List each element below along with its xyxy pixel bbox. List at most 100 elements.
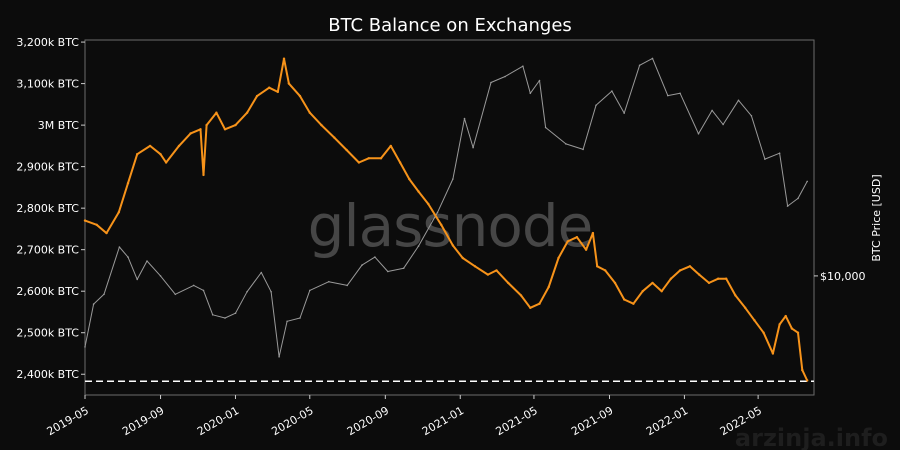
y-tick-label: 3,200k BTC bbox=[16, 36, 79, 49]
y-tick-label: 2,800k BTC bbox=[16, 202, 79, 215]
balance-point bbox=[806, 379, 809, 382]
price-point bbox=[651, 57, 654, 60]
balance-point bbox=[308, 111, 311, 114]
price-point bbox=[103, 293, 105, 296]
price-point bbox=[234, 312, 237, 315]
balance-point bbox=[451, 244, 455, 247]
x-tick-label: 2021-05 bbox=[494, 404, 540, 438]
price-point bbox=[136, 278, 138, 281]
balance-point bbox=[427, 202, 430, 206]
price-point bbox=[270, 290, 272, 293]
price-point bbox=[299, 317, 301, 319]
balance-point bbox=[771, 352, 775, 355]
balance-point bbox=[707, 281, 711, 285]
x-tick-label: 2019-09 bbox=[120, 404, 166, 438]
balance-point bbox=[651, 281, 654, 285]
price-point bbox=[361, 264, 363, 266]
price-point bbox=[127, 256, 129, 258]
balance-point bbox=[753, 319, 756, 322]
balance-point bbox=[790, 327, 794, 330]
balance-point bbox=[189, 132, 192, 135]
balance-point bbox=[148, 144, 152, 148]
price-point bbox=[667, 94, 669, 97]
price-point bbox=[638, 64, 641, 67]
y2-axis-ticks: $10,000 bbox=[814, 270, 866, 283]
price-point bbox=[722, 123, 724, 126]
balance-point bbox=[164, 161, 168, 164]
price-point bbox=[697, 133, 700, 135]
balance-point bbox=[255, 94, 259, 98]
balance-point bbox=[584, 248, 588, 251]
balance-point bbox=[678, 269, 682, 272]
x-tick-label: 2020-01 bbox=[195, 404, 241, 438]
price-point bbox=[387, 270, 389, 273]
y-tick-label: 2,600k BTC bbox=[16, 285, 79, 298]
price-point bbox=[786, 205, 789, 207]
x-tick-label: 2022-01 bbox=[644, 404, 690, 438]
price-point bbox=[529, 92, 532, 95]
price-point bbox=[278, 356, 280, 358]
balance-point bbox=[669, 277, 673, 280]
balance-point bbox=[529, 306, 532, 309]
balance-point bbox=[245, 111, 249, 114]
balance-point bbox=[575, 236, 579, 239]
price-point bbox=[538, 79, 541, 82]
balance-point bbox=[205, 123, 208, 127]
price-point bbox=[417, 245, 420, 247]
price-point bbox=[778, 152, 781, 154]
x-tick-label: 2021-01 bbox=[420, 404, 466, 438]
balance-point bbox=[320, 123, 323, 127]
x-tick-label: 2020-09 bbox=[345, 404, 391, 438]
balance-point bbox=[801, 368, 804, 372]
balance-point bbox=[717, 277, 720, 280]
balance-point bbox=[473, 265, 477, 268]
balance-point bbox=[345, 148, 348, 152]
price-point bbox=[92, 303, 95, 305]
y-axis-ticks: 2,400k BTC 2,500k BTC 2,600k BTC 2,700k BTC… bbox=[16, 36, 85, 381]
y-tick-label: 2,700k BTC bbox=[16, 244, 79, 257]
price-point bbox=[711, 109, 713, 112]
price-point bbox=[565, 143, 567, 145]
balance-point bbox=[641, 290, 644, 293]
balance-point bbox=[566, 240, 569, 243]
balance-point bbox=[495, 269, 498, 272]
price-point bbox=[118, 246, 121, 248]
balance-point bbox=[623, 298, 626, 301]
balance-point bbox=[234, 123, 237, 127]
balance-point bbox=[507, 281, 510, 285]
price-point bbox=[463, 117, 466, 120]
balance-point bbox=[440, 223, 443, 226]
balance-point bbox=[276, 90, 279, 94]
balance-point bbox=[83, 219, 87, 222]
balance-point bbox=[215, 111, 218, 114]
balance-point bbox=[268, 86, 271, 89]
balance-point bbox=[95, 223, 98, 226]
y-tick-label: 3M BTC bbox=[38, 119, 80, 132]
balance-point bbox=[784, 314, 787, 318]
x-tick-label: 2019-05 bbox=[45, 404, 91, 438]
balance-point bbox=[298, 94, 302, 98]
price-point bbox=[504, 75, 506, 78]
balance-point bbox=[389, 144, 392, 148]
y-tick-label: 2,900k BTC bbox=[16, 161, 79, 174]
price-point bbox=[797, 197, 799, 200]
x-tick-label: 2021-09 bbox=[569, 404, 615, 438]
chart-title: BTC Balance on Exchanges bbox=[328, 15, 572, 36]
balance-point bbox=[734, 294, 737, 297]
price-point bbox=[522, 65, 524, 67]
balance-point bbox=[796, 331, 800, 334]
price-point bbox=[374, 256, 376, 258]
price-point bbox=[737, 99, 740, 102]
price-point bbox=[544, 126, 547, 129]
price-series-layer bbox=[84, 57, 808, 358]
balance-point bbox=[632, 302, 635, 305]
y2-tick-label: $10,000 bbox=[820, 270, 866, 283]
watermark: glassnode bbox=[308, 192, 593, 260]
price-point bbox=[192, 284, 195, 287]
balance-point bbox=[519, 294, 523, 297]
price-point bbox=[611, 90, 613, 92]
balance-point bbox=[725, 277, 728, 280]
balance-point bbox=[105, 231, 108, 235]
balance-point bbox=[660, 290, 663, 293]
price-point bbox=[806, 180, 808, 183]
